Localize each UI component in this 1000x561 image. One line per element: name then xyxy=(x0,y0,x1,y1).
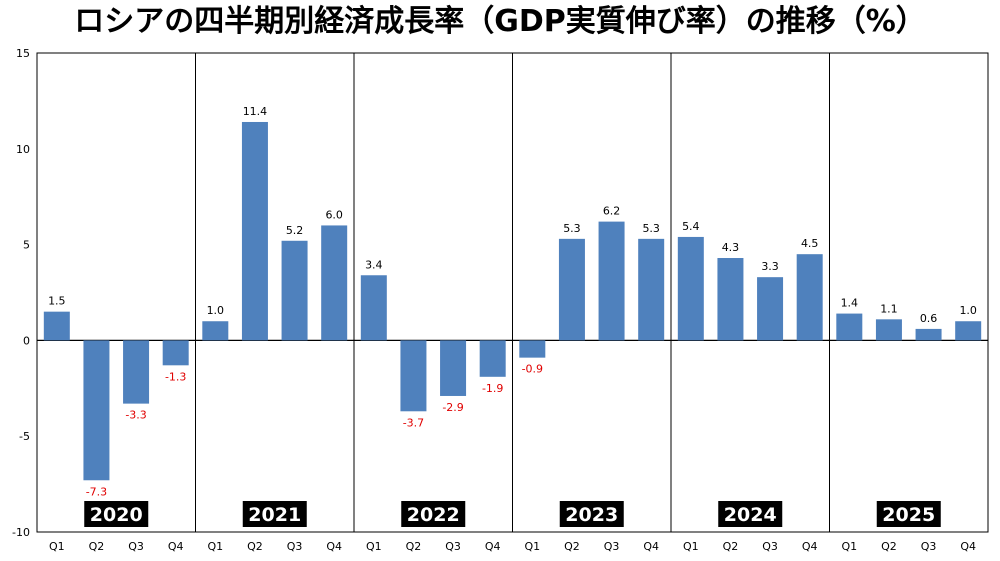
bar-2025-Q2 xyxy=(875,319,902,341)
year-label: 2025 xyxy=(882,504,935,526)
x-tick-label: Q3 xyxy=(604,540,620,553)
x-tick-label: Q2 xyxy=(881,540,897,553)
bar-2021-Q3 xyxy=(281,240,308,341)
data-label: 1.1 xyxy=(880,302,898,315)
data-label: -7.3 xyxy=(86,485,107,498)
data-label: -3.7 xyxy=(403,416,424,429)
x-tick-label: Q4 xyxy=(643,540,659,553)
x-tick-label: Q4 xyxy=(168,540,184,553)
x-tick-label: Q2 xyxy=(247,540,263,553)
data-label: 11.4 xyxy=(243,105,268,118)
bar-2023-Q3 xyxy=(598,221,625,341)
x-tick-label: Q2 xyxy=(89,540,105,553)
bar-2023-Q4 xyxy=(638,238,665,341)
year-label-box xyxy=(559,501,624,527)
bar-2023-Q2 xyxy=(558,238,585,341)
year-label-box xyxy=(876,501,941,527)
data-label: 6.2 xyxy=(603,205,621,218)
data-label: 0.6 xyxy=(920,312,938,325)
x-tick-label: Q4 xyxy=(960,540,976,553)
data-label: -3.3 xyxy=(125,409,146,422)
y-tick-label: 5 xyxy=(23,239,30,252)
bar-2022-Q1 xyxy=(360,275,387,341)
x-tick-label: Q1 xyxy=(207,540,223,553)
x-tick-label: Q3 xyxy=(287,540,303,553)
bar-2021-Q4 xyxy=(321,225,348,341)
x-tick-label: Q4 xyxy=(326,540,342,553)
x-tick-label: Q3 xyxy=(762,540,778,553)
x-tick-label: Q4 xyxy=(485,540,501,553)
y-tick-label: -10 xyxy=(12,526,30,539)
bar-2020-Q1 xyxy=(43,311,70,341)
bar-2021-Q2 xyxy=(241,121,268,341)
data-label: 1.4 xyxy=(841,297,859,310)
bar-2020-Q2 xyxy=(83,340,110,481)
data-label: 5.4 xyxy=(682,220,700,233)
x-tick-label: Q1 xyxy=(683,540,699,553)
data-label: 1.5 xyxy=(48,295,66,308)
data-label: 5.3 xyxy=(642,222,660,235)
data-label: 1.0 xyxy=(207,304,225,317)
data-label: -0.9 xyxy=(522,363,543,376)
bar-2022-Q4 xyxy=(479,340,506,377)
x-tick-label: Q1 xyxy=(49,540,65,553)
x-tick-label: Q2 xyxy=(406,540,422,553)
x-tick-label: Q4 xyxy=(802,540,818,553)
year-label-box xyxy=(718,501,783,527)
y-tick-label: 10 xyxy=(16,143,30,156)
bar-2024-Q2 xyxy=(717,258,744,341)
x-tick-label: Q3 xyxy=(921,540,937,553)
data-label: -1.3 xyxy=(165,370,186,383)
bar-2020-Q4 xyxy=(162,340,189,366)
year-label: 2023 xyxy=(565,504,618,526)
bar-2024-Q4 xyxy=(796,254,823,341)
bar-2020-Q3 xyxy=(123,340,150,404)
data-label: 4.5 xyxy=(801,237,819,250)
x-tick-label: Q3 xyxy=(128,540,144,553)
data-label: 5.3 xyxy=(563,222,581,235)
year-label-box xyxy=(84,501,149,527)
year-label: 2020 xyxy=(90,504,143,526)
year-label-box xyxy=(401,501,466,527)
data-label: 1.0 xyxy=(959,304,977,317)
bar-2021-Q1 xyxy=(202,321,229,341)
data-label: -1.9 xyxy=(482,382,503,395)
y-tick-label: 15 xyxy=(16,47,30,60)
data-label: 6.0 xyxy=(325,208,343,221)
year-label: 2024 xyxy=(724,504,777,526)
data-label: -2.9 xyxy=(442,401,463,414)
x-tick-label: Q1 xyxy=(366,540,382,553)
bar-2024-Q3 xyxy=(757,277,784,341)
bar-2025-Q4 xyxy=(955,321,982,341)
x-tick-label: Q3 xyxy=(445,540,461,553)
y-tick-label: -5 xyxy=(19,430,30,443)
data-label: 4.3 xyxy=(722,241,740,254)
bar-2023-Q1 xyxy=(519,340,546,358)
data-label: 3.3 xyxy=(761,260,779,273)
year-label: 2022 xyxy=(407,504,460,526)
bar-2025-Q1 xyxy=(836,313,863,341)
chart-title: ロシアの四半期別経済成長率（GDP実質伸び率）の推移（%） xyxy=(74,4,926,39)
bar-2022-Q3 xyxy=(440,340,467,396)
bar-2024-Q1 xyxy=(677,236,704,341)
y-tick-label: 0 xyxy=(23,334,30,347)
year-label: 2021 xyxy=(248,504,301,526)
bar-2025-Q3 xyxy=(915,328,942,341)
data-label: 5.2 xyxy=(286,224,304,237)
data-label: 3.4 xyxy=(365,258,383,271)
year-label-box xyxy=(242,501,307,527)
x-tick-label: Q2 xyxy=(564,540,580,553)
x-tick-label: Q2 xyxy=(723,540,739,553)
x-tick-label: Q1 xyxy=(524,540,540,553)
bar-2022-Q2 xyxy=(400,340,427,412)
x-tick-label: Q1 xyxy=(841,540,857,553)
